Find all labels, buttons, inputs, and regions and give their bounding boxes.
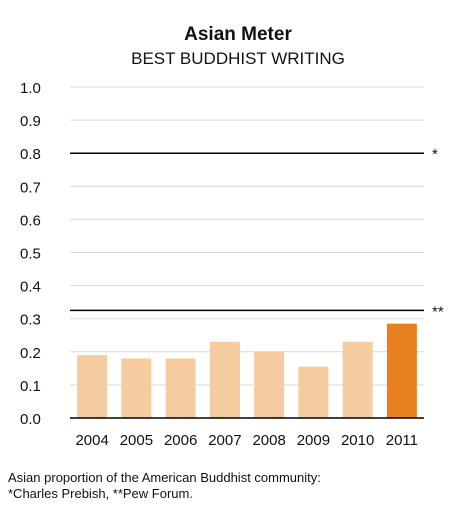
x-tick-label: 2008 [252,432,285,449]
y-tick-label: 0.9 [20,113,41,130]
x-tick-label: 2004 [75,432,108,449]
chart-title: Asian Meter [184,24,292,45]
reference-lines: *** [70,146,444,320]
reference-line-label: ** [432,303,444,320]
x-tick-label: 2011 [386,432,418,449]
y-tick-label: 0.2 [20,345,41,362]
caption-line-1: Asian proportion of the American Buddhis… [8,470,321,485]
y-tick-label: 0.7 [20,179,41,196]
bar-2009 [298,366,329,418]
x-tick-label: 2007 [208,432,241,449]
gridlines [70,86,424,386]
x-tick-label: 2009 [297,432,330,449]
caption-line-2: *Charles Prebish, **Pew Forum. [8,486,193,501]
x-tick-label: 2006 [164,432,197,449]
bar-2005 [121,358,152,418]
y-tick-label: 0.4 [20,279,41,296]
reference-line-label: * [432,146,438,163]
bar-2010 [342,341,373,418]
bar-2011 [386,323,417,418]
y-tick-label: 0.0 [20,411,41,428]
y-tick-label: 0.1 [20,378,41,395]
bar-2006 [165,358,196,418]
y-tick-label: 0.8 [20,146,41,163]
bar-2007 [209,341,240,418]
chart-subtitle: BEST BUDDHIST WRITING [131,49,345,68]
y-tick-label: 1.0 [20,80,41,97]
x-tick-label: 2010 [341,432,374,449]
bars [77,323,417,418]
bar-2008 [254,351,285,418]
y-axis: 0.0 0.1 0.2 0.3 0.4 0.5 0.6 0.7 0.8 0.9 1.0 [20,80,41,428]
y-tick-label: 0.3 [20,312,41,329]
bar-2004 [77,355,108,418]
x-axis: 2004 2005 2006 2007 2008 2009 2010 2011 [70,417,424,449]
y-tick-label: 0.5 [20,246,41,263]
y-tick-label: 0.6 [20,212,41,229]
x-tick-label: 2005 [120,432,153,449]
